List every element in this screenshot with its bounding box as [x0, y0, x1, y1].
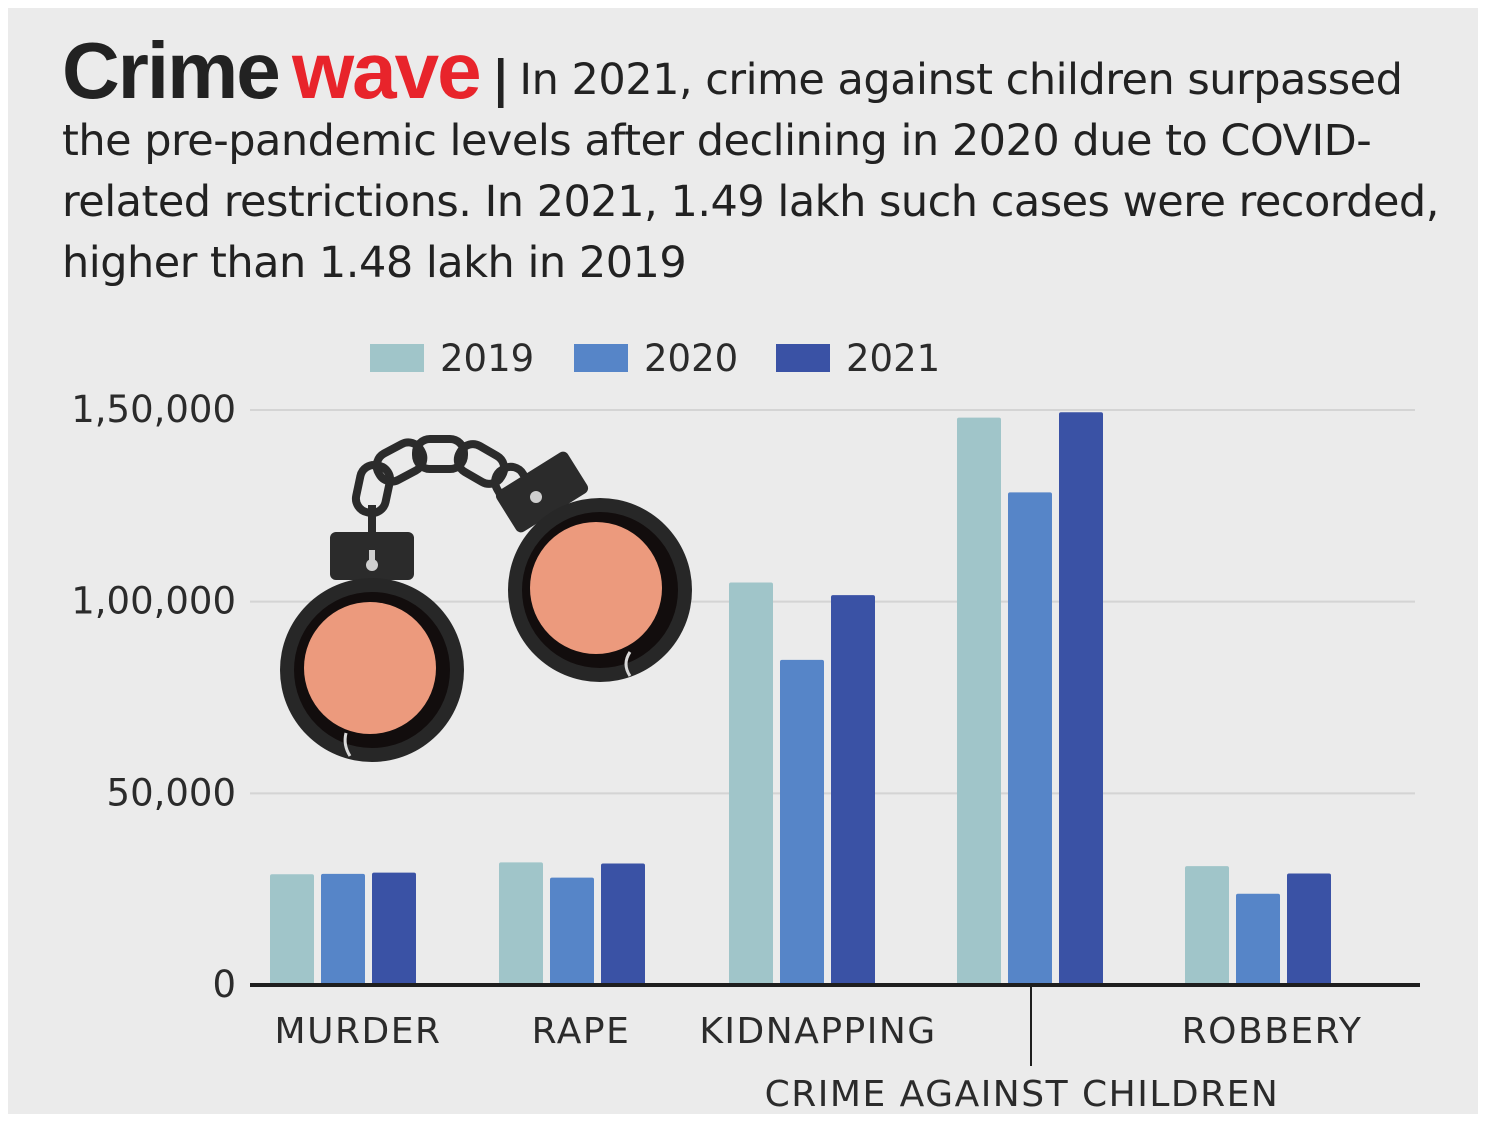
- bar: [1059, 412, 1103, 985]
- x-axis-labels: MURDER RAPE KIDNAPPING CRIME AGAINST CHILDR…: [275, 1011, 1363, 1115]
- x-tick-label: RAPE: [532, 1011, 631, 1052]
- legend-label: 2019: [440, 337, 534, 380]
- y-tick-label: 1,50,000: [71, 388, 236, 431]
- legend-swatch: [776, 344, 830, 372]
- bar: [957, 417, 1001, 986]
- bar: [550, 877, 594, 985]
- bar: [1185, 866, 1229, 985]
- y-axis-ticks: 0 50,000 1,00,000 1,50,000: [71, 388, 236, 1006]
- y-tick-label: 0: [212, 963, 236, 1006]
- y-tick-label: 50,000: [107, 771, 236, 814]
- bar: [1236, 893, 1280, 985]
- title-main: Crime: [62, 26, 281, 115]
- x-tick-label: ROBBERY: [1182, 1011, 1363, 1052]
- legend-label: 2021: [846, 337, 940, 380]
- bars: [270, 412, 1331, 986]
- bar: [499, 862, 543, 985]
- x-tick-label: CRIME AGAINST CHILDREN: [765, 1074, 1280, 1115]
- subtitle: In 2021, crime against children surpasse…: [62, 55, 1439, 288]
- bar: [780, 659, 824, 985]
- headline: Crime wave | In 2021, crime against childr…: [62, 31, 1442, 294]
- x-tick-label: KIDNAPPING: [699, 1011, 936, 1052]
- x-tick-label: MURDER: [275, 1011, 442, 1052]
- legend-label: 2020: [644, 337, 738, 380]
- bar: [1287, 873, 1331, 985]
- bar: [372, 872, 416, 985]
- y-tick-label: 1,00,000: [71, 580, 236, 623]
- title-separator: |: [491, 50, 510, 108]
- bar: [1008, 492, 1052, 985]
- bar: [729, 582, 773, 985]
- handcuffs-icon: [280, 435, 692, 762]
- bar: [270, 874, 314, 985]
- legend-swatch: [370, 344, 424, 372]
- legend: 2019 2020 2021: [370, 337, 940, 380]
- title-accent: wave: [291, 26, 482, 115]
- legend-swatch: [574, 344, 628, 372]
- bar: [601, 863, 645, 985]
- bar: [321, 873, 365, 985]
- bar: [831, 595, 875, 985]
